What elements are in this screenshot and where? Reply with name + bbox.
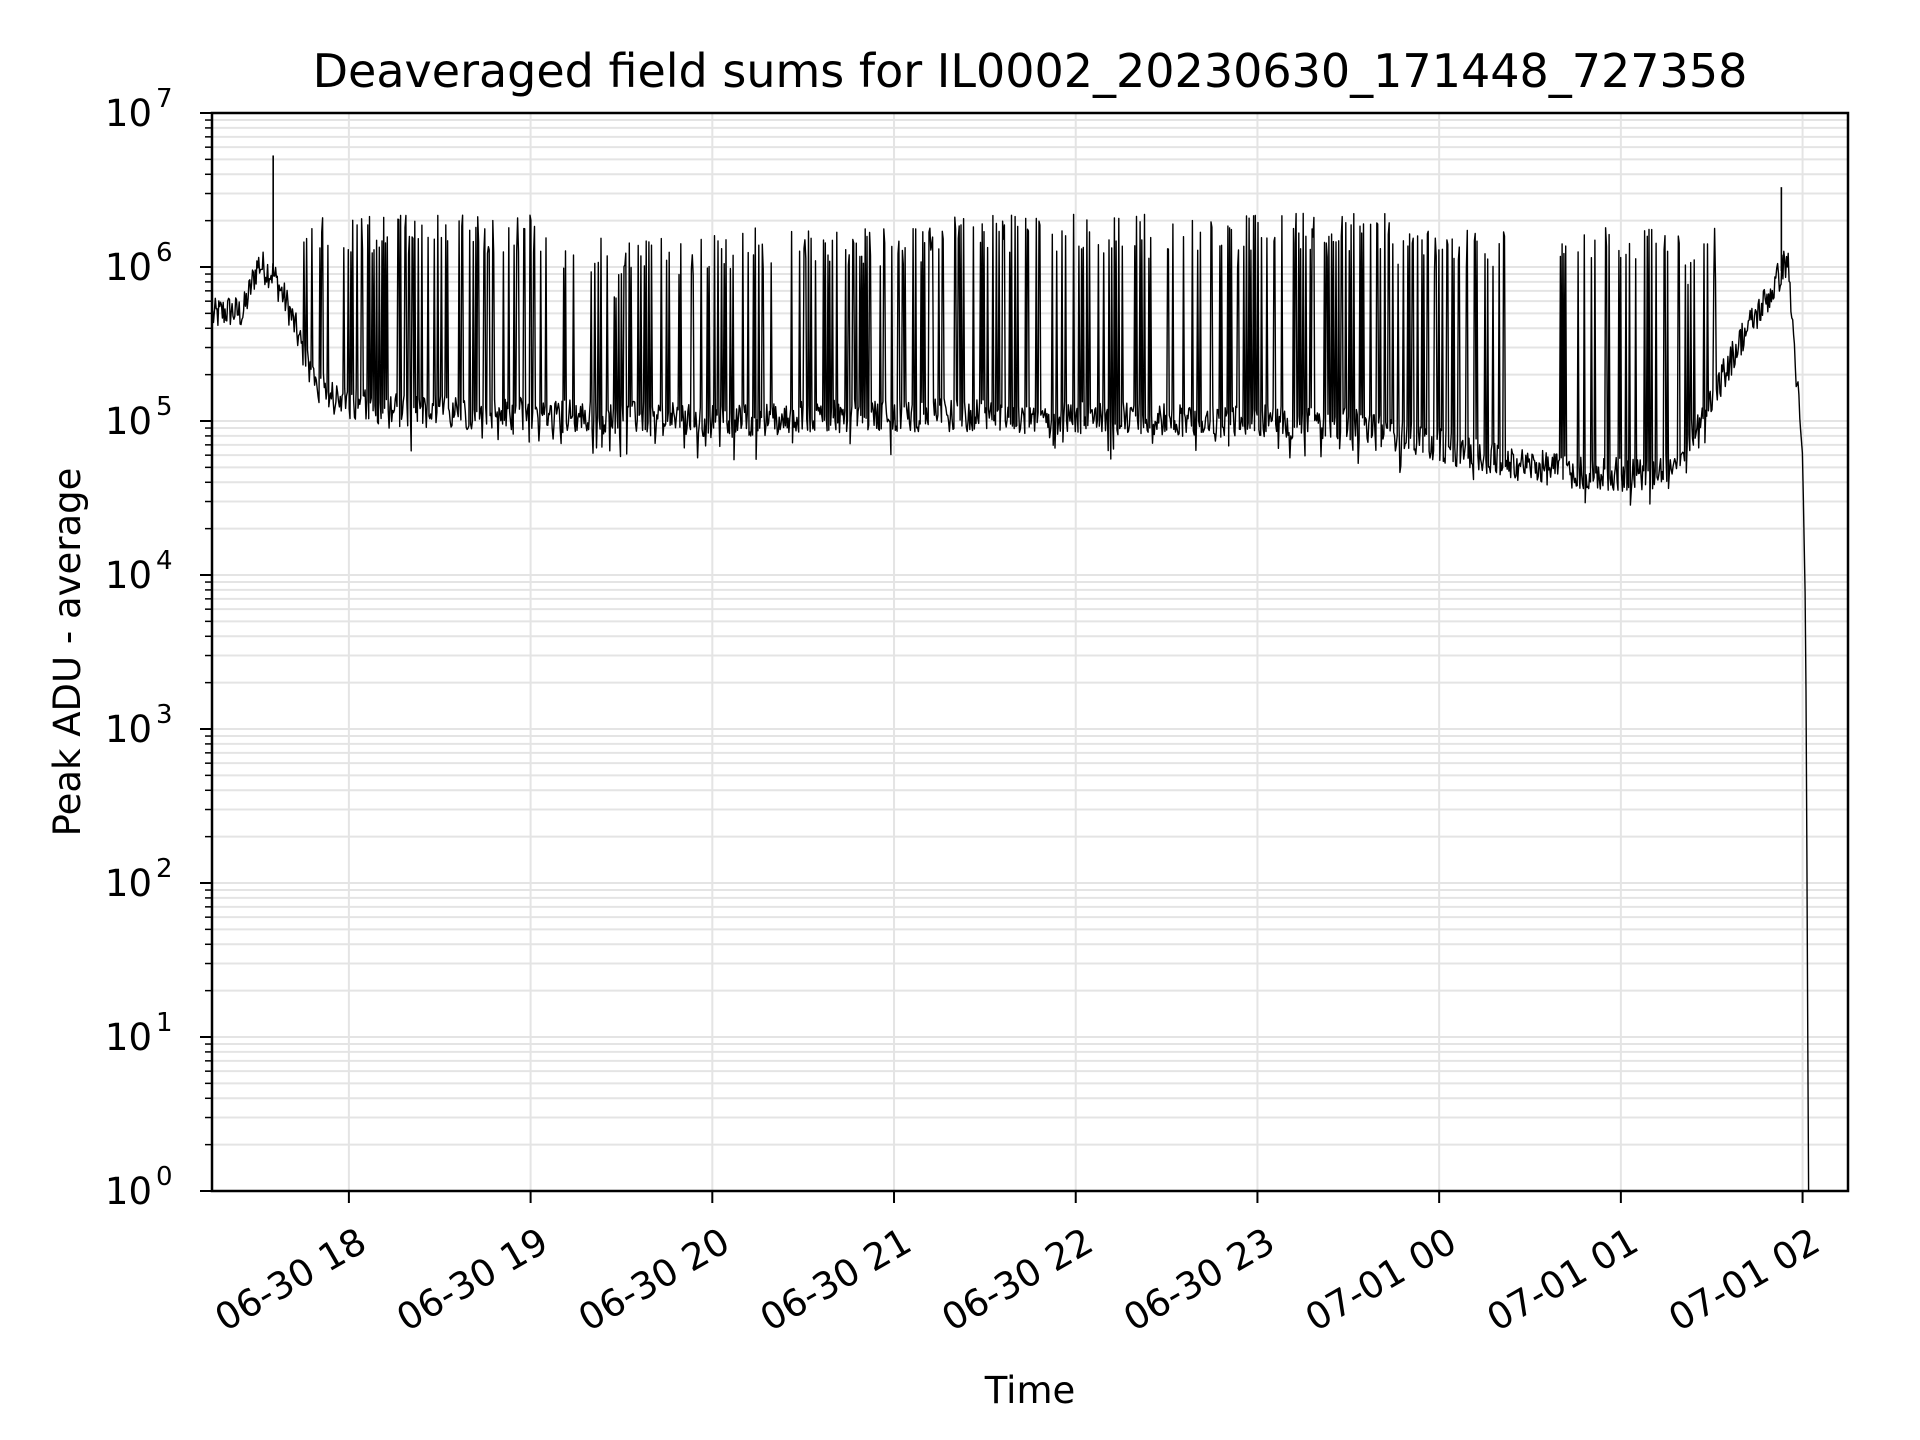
y-tick-exponent: 2	[156, 854, 173, 884]
y-tick-label: 10	[105, 708, 152, 751]
y-tick-exponent: 1	[156, 1008, 173, 1038]
y-tick-label: 10	[105, 1016, 152, 1059]
chart-title: Deaveraged field sums for IL0002_2023063…	[313, 44, 1748, 98]
y-tick-exponent: 3	[156, 700, 173, 730]
y-tick-exponent: 7	[156, 84, 173, 114]
y-tick-label: 10	[105, 246, 152, 289]
y-axis-label: Peak ADU - average	[46, 468, 89, 837]
data-series	[211, 155, 1810, 1192]
y-tick-label: 10	[105, 862, 152, 905]
y-tick-label: 10	[105, 1170, 152, 1213]
y-tick-exponent: 4	[156, 546, 173, 576]
x-axis-label: Time	[984, 1369, 1076, 1412]
plot-frame	[210, 111, 1850, 1193]
y-tick-exponent: 6	[156, 238, 173, 268]
grid	[212, 112, 1848, 1192]
y-tick-exponent: 0	[156, 1162, 173, 1192]
y-tick-label: 10	[105, 92, 152, 135]
y-tick-exponent: 5	[156, 392, 173, 422]
series-line	[211, 212, 1810, 1192]
y-tick-label: 10	[105, 400, 152, 443]
y-tick-label: 10	[105, 554, 152, 597]
